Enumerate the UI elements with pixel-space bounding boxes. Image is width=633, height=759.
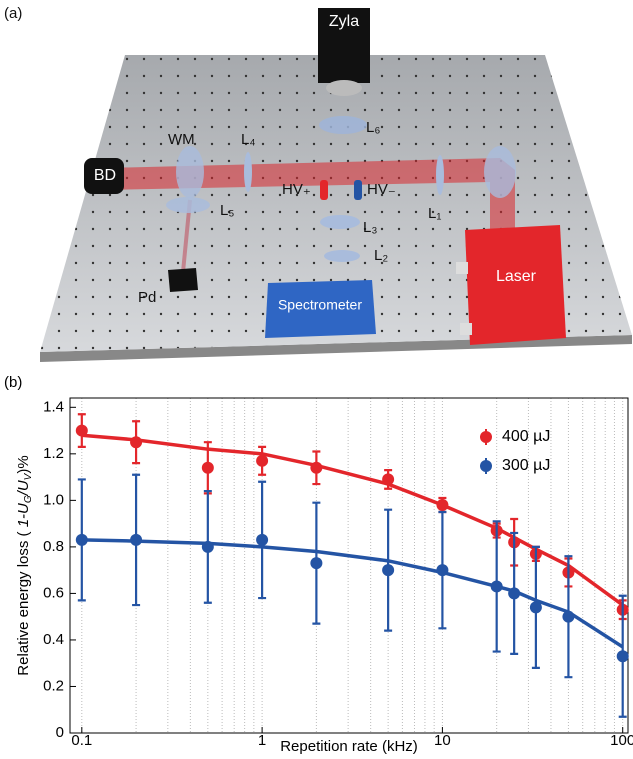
legend-marker [480,431,492,443]
x-axis-label: Repetition rate (kHz) [280,738,418,754]
laser-foot [460,323,472,335]
plot-frame [69,397,629,734]
x-tick-label: 100 [610,732,633,749]
data-point [75,533,88,546]
data-point [436,499,449,512]
beam-dump [84,158,124,194]
lens-l2 [324,250,360,262]
data-point [382,564,395,577]
lens-l6 [319,116,367,134]
y-tick-label: 0.4 [43,631,64,648]
panel-label: (a) [4,5,22,22]
lens-l1 [436,155,444,195]
y-axis-label: Relative energy loss ( 1-UG/UV)% [15,455,34,675]
l2-label: L₂ [374,247,388,264]
x-tick-label: 0.1 [71,732,92,749]
data-point [616,650,629,663]
y-axis-label-part: G [23,495,34,503]
zyla-label: Zyla [329,13,359,30]
lens-l4 [244,152,252,192]
spectrometer-box [265,280,376,338]
data-point [490,580,503,593]
y-tick-label: 0.2 [43,677,64,694]
data-point [130,436,143,449]
zyla-camera [318,8,370,83]
laser-foot [456,262,468,274]
y-tick-label: 0.6 [43,584,64,601]
laser-label: Laser [496,268,537,285]
y-axis-label-part: 1-U [15,503,32,527]
mirror-wm [176,146,204,198]
hv-minus-label: HV₋ [367,181,396,198]
pd-label: Pd [138,289,156,306]
chart: 0.1 1 10 100 0 0.2 0.4 0.6 0.8 1.0 1.2 1.4 Repetitio… [4,374,633,755]
x-tick-label: 10 [434,732,451,749]
legend-marker [480,460,492,472]
l3-label: L₃ [363,219,377,236]
data-point [201,540,214,553]
data-point [256,533,269,546]
y-axis-label-part: /U [15,480,32,496]
data-point [201,461,214,474]
legend-label: 300 µJ [502,457,550,474]
wm-label: WM [168,131,195,148]
data-point [382,473,395,486]
data-point [75,424,88,437]
data-point [310,461,323,474]
l1-label: L₁ [428,205,441,222]
y-axis-label-part: V [23,472,34,480]
hv-plus-label: HV₊ [282,181,311,198]
y-tick-label: 1.0 [43,491,64,508]
lens-l5 [166,197,210,213]
l5-label: L₅ [220,202,234,219]
zyla-lens [326,80,362,96]
laser-beam [105,158,515,235]
mirror-right [484,146,516,198]
l4-label: L₄ [241,131,255,148]
y-tick-label: 0.8 [43,538,64,555]
y-tick-label: 1.4 [43,398,64,415]
y-axis-label-part: Relative energy loss ( [15,527,32,675]
y-tick-label: 1.2 [43,445,64,462]
electrode-plus [320,180,328,200]
x-tick-label: 1 [258,732,266,749]
data-point [436,564,449,577]
data-point [130,533,143,546]
bd-label: BD [94,167,116,184]
l6-label: L₆ [366,119,380,136]
lens-l3 [320,215,360,229]
panel-label: (b) [4,374,22,391]
y-axis-label-part: )% [15,455,32,473]
fit-curve [81,538,624,649]
spectrometer-label: Spectrometer [278,297,362,313]
electrode-minus [354,180,362,200]
data-point [508,587,521,600]
laser-box [465,225,566,345]
legend-label: 400 µJ [502,428,550,445]
data-point [310,557,323,570]
setup-diagram: (a) Zyla L₆ WM L₄ BD L₅ HV₊ HV₋ L₃ L₂ L₁… [4,5,632,362]
y-tick-label: 0 [56,724,64,741]
photodiode [168,268,198,292]
data-point [562,610,575,623]
data-point [529,601,542,614]
data-point [256,454,269,467]
